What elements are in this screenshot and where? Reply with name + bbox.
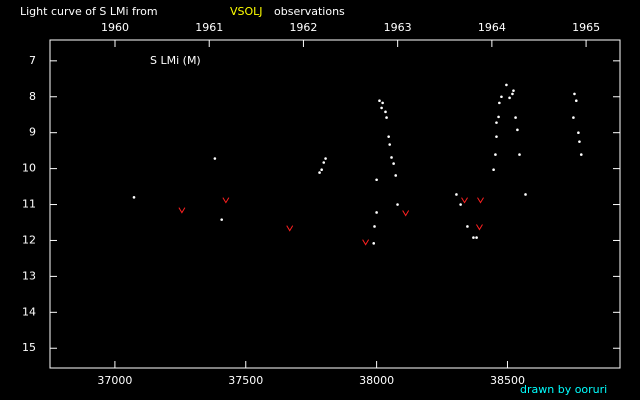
- y-tick-label: 14: [22, 305, 36, 318]
- point: [213, 157, 217, 160]
- upper-limit: [178, 207, 186, 214]
- point: [516, 128, 519, 132]
- upper-limit: [477, 197, 484, 204]
- point: [577, 131, 580, 134]
- plot-frame: [49, 39, 621, 369]
- upper-limit: [476, 224, 483, 231]
- point: [512, 89, 515, 92]
- annotation: S LMi (M): [150, 54, 201, 67]
- point: [508, 96, 511, 100]
- point: [390, 156, 393, 159]
- point: [324, 157, 327, 160]
- point: [514, 116, 517, 119]
- upper-limit: [461, 197, 468, 204]
- point: [524, 193, 527, 196]
- point: [373, 225, 376, 228]
- point: [378, 99, 381, 103]
- x2-tick-label: 1965: [572, 21, 600, 34]
- point: [387, 135, 390, 138]
- x2-tick-label: 1961: [195, 21, 223, 34]
- point: [497, 115, 500, 119]
- upper-limit: [286, 225, 294, 232]
- y-tick-label: 15: [22, 341, 36, 354]
- y-tick-label: 11: [22, 198, 36, 211]
- point: [498, 101, 501, 105]
- point: [579, 153, 583, 156]
- point: [495, 121, 498, 124]
- y-tick-label: 7: [29, 54, 36, 67]
- x-tick-label: 37000: [97, 374, 132, 387]
- point: [495, 135, 498, 138]
- point: [574, 99, 578, 103]
- point: [518, 153, 521, 156]
- point: [455, 193, 458, 196]
- y-tick-label: 12: [22, 233, 36, 246]
- point: [385, 116, 388, 119]
- point: [392, 162, 395, 165]
- point: [375, 178, 378, 182]
- chart-title-end: observations: [274, 5, 345, 18]
- point: [394, 174, 398, 177]
- chart-title-source: VSOLJ: [230, 5, 263, 18]
- point: [320, 168, 323, 171]
- x2-tick-label: 1960: [101, 21, 129, 34]
- point: [572, 116, 575, 119]
- point: [388, 143, 391, 146]
- point: [459, 203, 462, 206]
- y-tick-label: 9: [29, 126, 36, 139]
- x2-tick-label: 1964: [478, 21, 506, 34]
- point: [132, 196, 136, 199]
- y-tick-label: 13: [22, 269, 36, 282]
- y-tick-label: 8: [29, 90, 36, 103]
- point: [381, 101, 384, 105]
- point: [372, 242, 376, 245]
- point: [511, 92, 514, 96]
- x2-tick-label: 1963: [384, 21, 412, 34]
- chart-title: Light curve of S LMi from: [20, 5, 158, 18]
- upper-limit: [402, 210, 410, 217]
- point: [384, 110, 387, 114]
- x2-tick-label: 1962: [289, 21, 317, 34]
- point: [318, 171, 321, 174]
- credit: drawn by ooruri: [520, 383, 607, 396]
- x-tick-label: 38500: [490, 374, 525, 387]
- point: [472, 236, 475, 239]
- x-tick-label: 37500: [228, 374, 263, 387]
- point: [220, 218, 223, 221]
- point: [375, 211, 378, 214]
- point: [500, 95, 503, 99]
- x-tick-label: 38000: [359, 374, 394, 387]
- point: [578, 140, 581, 143]
- point: [492, 168, 495, 171]
- point: [475, 236, 478, 239]
- point: [322, 161, 326, 164]
- point: [494, 153, 497, 156]
- point: [396, 203, 399, 206]
- upper-limit: [222, 197, 230, 204]
- point: [573, 92, 576, 96]
- upper-limit: [362, 239, 370, 246]
- point: [466, 225, 469, 228]
- point: [380, 106, 383, 110]
- y-tick-label: 10: [22, 162, 36, 175]
- point: [505, 83, 508, 87]
